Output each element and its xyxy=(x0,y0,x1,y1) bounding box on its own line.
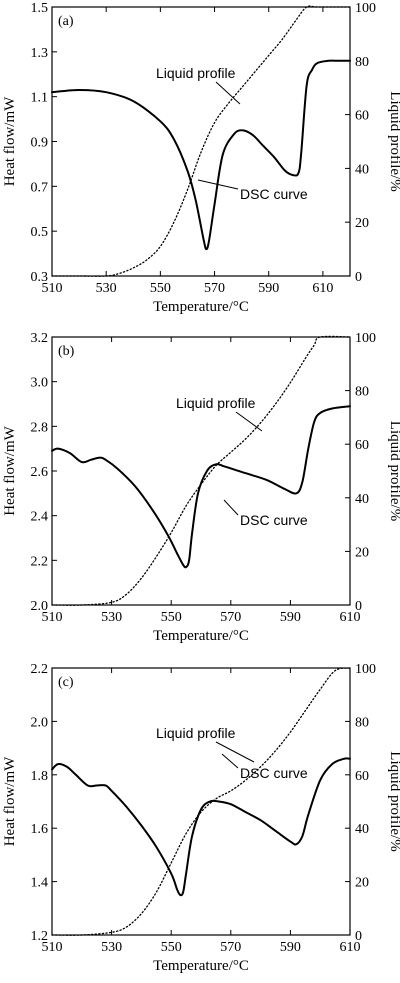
y-left-tick-label: 2.0 xyxy=(31,715,49,730)
panel-c: 510 530 550 570 590 610 1.2 1.4 1.6 1.8 2.0 2.2 0 20 4… xyxy=(2,662,400,974)
y-right-tick-label: 60 xyxy=(355,109,369,124)
y-right-axis-title: Liquid profile/% xyxy=(387,91,400,191)
y-right-tick-label: 100 xyxy=(355,662,376,677)
liquid-profile-leader xyxy=(215,81,241,105)
x-tick-label: 550 xyxy=(161,940,182,955)
y-right-tick-label: 0 xyxy=(355,599,362,614)
y-right-tick-label: 40 xyxy=(355,822,369,837)
y-left-tick-label: 1.1 xyxy=(31,91,49,106)
x-tick-label: 510 xyxy=(42,610,63,625)
dsc-curve-line xyxy=(51,405,351,569)
x-axis-title: Temperature/°C xyxy=(153,958,249,974)
y-right-tick-label: 40 xyxy=(355,492,369,507)
plot-frame xyxy=(51,6,351,277)
y-left-tick-label: 1.4 xyxy=(31,876,49,891)
liquid-profile-line xyxy=(51,667,351,936)
liquid-profile-annotation: Liquid profile xyxy=(156,725,236,741)
liquid-profile-annotation: Liquid profile xyxy=(156,65,236,81)
y-left-tick-label: 2.6 xyxy=(31,465,49,480)
x-tick-label: 510 xyxy=(42,940,63,955)
y-left-tick-label: 1.8 xyxy=(31,769,49,784)
y-left-tick-label: 2.4 xyxy=(31,510,49,525)
x-tick-label: 570 xyxy=(204,281,225,296)
x-tick-label: 590 xyxy=(280,940,301,955)
y-left-axis-title: Heat flow/mW xyxy=(2,425,18,515)
y-left-tick-label: 2.2 xyxy=(31,554,49,569)
y-left-axis-title: Heat flow/mW xyxy=(2,96,18,186)
y-right-tick-label: 0 xyxy=(355,929,362,944)
y-left-tick-label: 2.8 xyxy=(31,420,49,435)
y-right-tick-label: 0 xyxy=(355,270,362,285)
liquid-profile-line xyxy=(51,5,351,277)
y-left-tick-label: 1.5 xyxy=(31,1,49,16)
y-right-tick-label: 80 xyxy=(355,55,369,70)
x-tick-label: 610 xyxy=(340,940,361,955)
panel-label: (c) xyxy=(58,675,74,690)
dsc-curve-leader xyxy=(223,499,239,516)
x-tick-label: 510 xyxy=(42,281,63,296)
x-tick-label: 550 xyxy=(161,610,182,625)
liquid-profile-leader xyxy=(215,741,255,763)
x-tick-label: 590 xyxy=(258,281,279,296)
x-tick-label: 570 xyxy=(220,610,241,625)
dsc-curve-line xyxy=(51,59,351,251)
y-left-tick-label: 1.2 xyxy=(31,929,49,944)
y-right-tick-label: 20 xyxy=(355,216,369,231)
panel-label: (b) xyxy=(58,344,75,359)
x-tick-label: 550 xyxy=(150,281,171,296)
x-axis-title: Temperature/°C xyxy=(153,628,249,644)
dsc-curve-annotation: DSC curve xyxy=(240,765,308,781)
x-tick-label: 530 xyxy=(96,281,117,296)
dsc-curve-annotation: DSC curve xyxy=(240,186,308,202)
y-left-tick-label: 0.9 xyxy=(31,136,49,151)
y-left-tick-label: 0.5 xyxy=(31,225,49,240)
panel-b: 510 530 550 570 590 610 2.0 2.2 2.4 2.6 2.8 3.0 3.2 0… xyxy=(2,331,400,644)
x-axis-title: Temperature/°C xyxy=(153,299,249,315)
y-right-axis-title: Liquid profile/% xyxy=(387,751,400,851)
x-tick-label: 610 xyxy=(340,610,361,625)
x-tick-label: 570 xyxy=(220,940,241,955)
x-tick-label: 610 xyxy=(312,281,333,296)
y-right-tick-label: 20 xyxy=(355,876,369,891)
y-right-tick-label: 60 xyxy=(355,769,369,784)
dsc-curve-leader xyxy=(221,753,239,769)
x-tick-label: 530 xyxy=(101,610,122,625)
panel-label: (a) xyxy=(58,14,74,29)
panel-a: 510 530 550 570 590 610 0.3 0.5 0.7 0.9 1.1 1.3 1.5 0… xyxy=(2,1,400,315)
y-right-tick-label: 100 xyxy=(355,1,376,16)
dsc-curve-line xyxy=(51,757,351,897)
y-left-tick-label: 0.7 xyxy=(31,180,49,195)
y-right-axis-title: Liquid profile/% xyxy=(387,421,400,521)
y-right-tick-label: 80 xyxy=(355,715,369,730)
dsc-curve-annotation: DSC curve xyxy=(240,512,308,528)
y-right-tick-label: 100 xyxy=(355,331,376,346)
y-left-tick-label: 3.2 xyxy=(31,331,49,346)
y-left-tick-label: 0.3 xyxy=(31,270,49,285)
y-left-tick-label: 1.6 xyxy=(31,822,49,837)
dsc-curve-leader xyxy=(197,179,239,190)
liquid-profile-annotation: Liquid profile xyxy=(176,395,256,411)
liquid-profile-leader xyxy=(235,411,263,432)
y-left-tick-label: 2.2 xyxy=(31,662,49,677)
y-right-tick-label: 60 xyxy=(355,438,369,453)
x-tick-label: 590 xyxy=(280,610,301,625)
y-right-tick-label: 20 xyxy=(355,545,369,560)
x-tick-label: 530 xyxy=(101,940,122,955)
y-right-tick-label: 40 xyxy=(355,162,369,177)
plot-frame xyxy=(51,667,351,936)
y-left-tick-label: 2.0 xyxy=(31,599,49,614)
liquid-profile-line xyxy=(51,335,351,606)
y-left-tick-label: 1.3 xyxy=(31,46,49,61)
y-left-axis-title: Heat flow/mW xyxy=(2,756,18,846)
y-left-tick-label: 3.0 xyxy=(31,376,49,391)
y-right-tick-label: 80 xyxy=(355,385,369,400)
